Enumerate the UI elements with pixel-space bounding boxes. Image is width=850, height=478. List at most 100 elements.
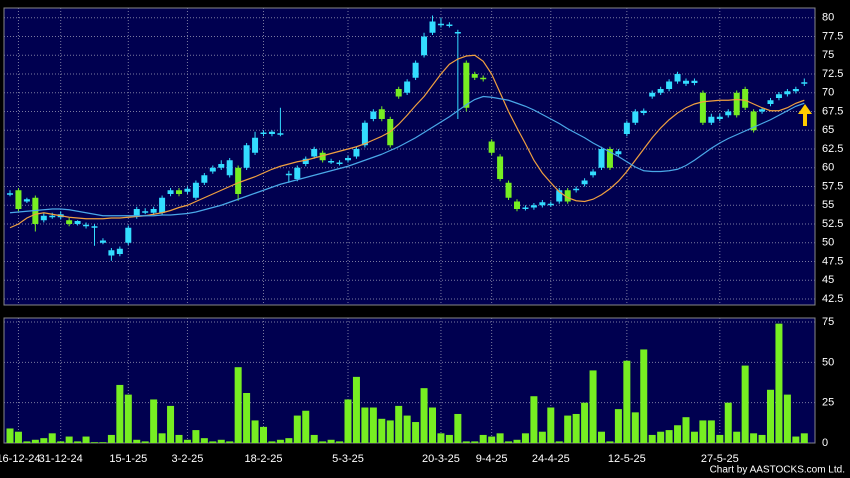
volume-bar bbox=[758, 434, 766, 443]
x-tick-label: 20-3-25 bbox=[422, 453, 460, 465]
volume-bar bbox=[707, 420, 715, 443]
volume-bar bbox=[690, 431, 698, 443]
x-tick-label: 12-5-25 bbox=[608, 453, 646, 465]
y-tick-label: 57.5 bbox=[822, 180, 843, 192]
volume-bar bbox=[640, 349, 648, 443]
volume-bar bbox=[767, 389, 774, 443]
volume-bar bbox=[775, 323, 783, 443]
moving-average bbox=[9, 95, 805, 217]
y-tick-label: 75 bbox=[822, 49, 834, 61]
candle-body bbox=[767, 100, 774, 104]
volume-bar bbox=[395, 405, 403, 443]
candle-body bbox=[530, 205, 537, 208]
candle-body bbox=[116, 248, 123, 254]
candle-body bbox=[623, 122, 630, 134]
y-tick-label: 50 bbox=[822, 237, 834, 249]
volume-bar bbox=[513, 439, 521, 443]
candle-body bbox=[40, 215, 47, 221]
volume-bar bbox=[750, 433, 758, 443]
volume-bar bbox=[479, 434, 487, 443]
candle-body bbox=[345, 158, 351, 161]
candle-body bbox=[598, 149, 605, 168]
volume-bar bbox=[268, 441, 276, 443]
volume-bar bbox=[623, 360, 631, 443]
credit: Chart by AASTOCKS.com Ltd. bbox=[710, 465, 845, 476]
candle-body bbox=[514, 201, 520, 209]
candle-body bbox=[209, 167, 216, 172]
candle-body bbox=[218, 164, 225, 168]
x-tick-label: 24-4-25 bbox=[532, 453, 570, 465]
x-tick-label: 9-4-25 bbox=[476, 453, 508, 465]
volume-bar bbox=[429, 407, 436, 443]
volume-bar bbox=[243, 393, 251, 443]
volume-bar bbox=[538, 431, 546, 443]
candle-body bbox=[15, 190, 22, 209]
y-tick-label: 45 bbox=[822, 274, 834, 286]
candle-body bbox=[184, 188, 191, 192]
x-tick-label: 15-1-25 bbox=[109, 453, 147, 465]
volume-bar bbox=[657, 431, 665, 443]
volume-bar bbox=[57, 441, 65, 443]
volume-bar bbox=[217, 439, 225, 443]
volume-bar bbox=[141, 441, 149, 443]
x-tick-label: 27-5-25 bbox=[701, 453, 739, 465]
volume-bar bbox=[327, 439, 335, 443]
candle-body bbox=[23, 199, 30, 202]
y-tick-label: 52.5 bbox=[822, 218, 843, 230]
volume-bar bbox=[234, 367, 242, 443]
candle-body bbox=[674, 74, 681, 82]
volume-bar bbox=[665, 430, 673, 443]
volume-bar bbox=[361, 407, 369, 443]
candle-body bbox=[421, 36, 428, 56]
volume-bar bbox=[293, 415, 301, 443]
y-tick-label: 42.5 bbox=[822, 293, 843, 305]
volume-bar bbox=[437, 433, 445, 443]
candle-body bbox=[412, 62, 419, 78]
y-tick-label: 72.5 bbox=[822, 68, 843, 80]
volume-bar bbox=[454, 413, 462, 443]
volume-bar bbox=[783, 394, 791, 443]
candle-body bbox=[784, 91, 791, 95]
volume-bar bbox=[310, 434, 318, 443]
volume-bar bbox=[167, 405, 175, 443]
candle-body bbox=[632, 111, 639, 123]
volume-bar bbox=[530, 396, 538, 443]
candle-body bbox=[311, 149, 318, 157]
candle-body bbox=[294, 167, 301, 179]
y-tick-label: 77.5 bbox=[822, 30, 843, 42]
marks: 42.5 45 47.5 50 52.5 55 57.5 60 62.5 65 67.5 70 72.5… bbox=[0, 8, 843, 465]
volume-bar bbox=[23, 441, 31, 443]
volume-bar bbox=[378, 418, 386, 443]
y-tick-label: 80 bbox=[822, 12, 834, 24]
volume-bar bbox=[40, 438, 48, 443]
volume-bar bbox=[555, 441, 563, 443]
candle-body bbox=[133, 209, 140, 217]
candle-body bbox=[378, 109, 385, 119]
volume-bar bbox=[792, 436, 800, 443]
candle-body bbox=[176, 190, 182, 194]
candle-body bbox=[691, 80, 698, 83]
volume-bar bbox=[606, 441, 614, 443]
volume-bar bbox=[564, 415, 572, 443]
volume-bar bbox=[226, 441, 234, 443]
volume-bar bbox=[116, 384, 124, 443]
volume-bar bbox=[505, 441, 513, 443]
candle-body bbox=[353, 149, 360, 157]
candle-body bbox=[666, 81, 673, 89]
candle-body bbox=[125, 227, 132, 243]
candle-body bbox=[108, 250, 115, 256]
x-tick-label: 16-12-24 bbox=[0, 453, 40, 465]
candle-body bbox=[328, 161, 335, 163]
candle-body bbox=[606, 149, 613, 168]
candle-body bbox=[243, 145, 250, 168]
x-tick-label: 18-2-25 bbox=[245, 453, 283, 465]
candle-body bbox=[277, 133, 284, 135]
volume-bar bbox=[403, 415, 411, 443]
price-panel bbox=[3, 7, 816, 306]
candle-body bbox=[742, 89, 749, 108]
volume-bar bbox=[521, 433, 529, 443]
volume-bar bbox=[48, 433, 56, 443]
volume-bar bbox=[192, 430, 200, 443]
y-tick-label: 47.5 bbox=[822, 255, 843, 267]
